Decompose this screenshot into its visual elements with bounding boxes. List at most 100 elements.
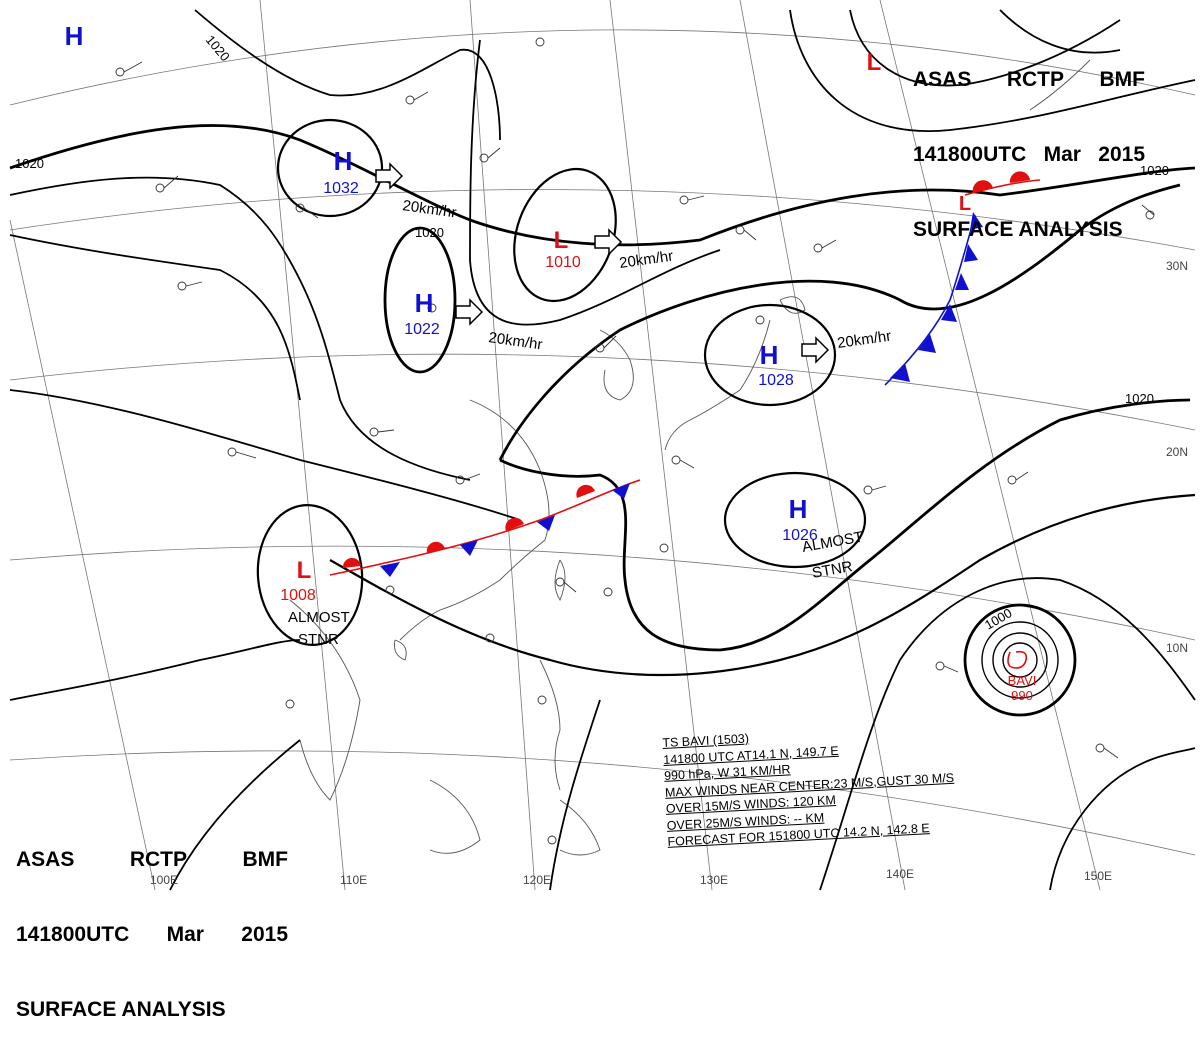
coast-hainan [394,639,407,661]
header-tr-month: Mar [1043,143,1081,166]
weather-map: H 1032 H 1022 L 1010 H 1028 H 1026 L 100… [9,0,1196,891]
high-pressure-1028: 1028 [758,372,794,389]
high-pressure-1032: 1032 [323,180,359,197]
header-tr-type: BMF [1099,68,1146,91]
isobar-bottom-2 [549,699,601,891]
lon-label-150e: 150E [1084,869,1112,883]
coastlines [289,59,1091,856]
lon-line-100e [9,219,156,891]
typhoon-info-block: TS BAVI (1503) 141800 UTC AT14.1 N, 149.… [662,717,1018,851]
coast-indochina [289,599,361,801]
header-tr-station: RCTP [1006,68,1065,91]
high-letter-corner: H [65,21,84,51]
isobar-h1022-inner [383,226,457,374]
motion-arrow-l1010 [594,228,623,256]
lon-label-130e: 130E [700,873,728,887]
header-bl-year: 2015 [241,923,288,946]
lon-label-100e: 100E [150,873,178,887]
isobar-1020-south [498,183,1181,461]
isobar-center [469,39,721,326]
lon-label-120e: 120E [523,873,551,887]
isobar-east-1 [789,9,1196,132]
coast-taiwan [554,559,566,601]
isobar-south [329,493,1196,677]
high-pressure-1022: 1022 [404,321,440,338]
warm-front-bumps [342,484,595,568]
lat-line-40n [9,29,1196,106]
isobar-1020-north [9,124,1196,247]
lat-label-30n: 30N [1166,259,1188,273]
header-bl-title: SURFACE ANALYSIS [16,998,226,1021]
isobar-1000-typhoon [963,603,1077,717]
header-tr-title: SURFACE ANALYSIS [913,218,1123,241]
warm-front-east-bumps [972,171,1030,193]
header-tr-year: 2015 [1098,143,1145,166]
motion-arrows [375,162,830,364]
stationary-front-line [329,479,641,576]
isobar-mid [9,389,521,521]
lon-line-150e [879,0,1101,891]
isobar-typhoon-ring-2 [992,632,1048,688]
cold-front-triangles [380,483,630,577]
header-bl-time: 141800UTC [16,923,130,946]
isobar-southeast [819,577,1196,891]
systems: H 1032 H 1022 L 1010 H 1028 H 1026 L 100… [65,21,972,604]
motion-arrow-h1032 [375,162,404,190]
fronts [329,171,1041,577]
cold-front-east-line [884,214,976,386]
low-letter-1008: L [297,557,312,584]
coast-japan [664,319,771,451]
isobar-topleft [194,9,501,141]
lon-line-130e [609,0,713,891]
lat-line-20n [9,353,1196,431]
typhoon-icon [1007,650,1028,669]
isobar-h1032-inner [276,118,384,218]
isobar-label-4: 1020 [1140,163,1169,178]
stnr-label-east: STNR [811,558,854,582]
coast-china-south [399,399,550,641]
lon-line-120e [469,0,536,891]
coast-kamchatka [1029,59,1091,111]
coast-hokkaido [779,296,806,314]
cold-front-east-triangles [890,212,983,382]
header-bl-station: RCTP [129,848,188,871]
motion-arrow-h1022 [455,298,484,326]
motion-arrow-h1028 [801,336,830,364]
lat-line-0 [9,750,1196,856]
coast-mindanao [559,799,601,856]
low-letter-north: L [867,49,882,76]
high-letter-1022: H [415,288,434,318]
lon-label-110e: 110E [340,873,367,887]
isobar-typhoon-ring-3 [1002,642,1038,678]
high-pressure-1026: 1026 [782,527,818,544]
isobar-left-2 [9,234,301,401]
header-tr-time: 141800UTC [913,143,1027,166]
isobar-h1026-inner [723,471,867,569]
low-pressure-1010: 1010 [545,254,581,271]
isobars [9,9,1196,891]
typhoon-name: BAVI [1008,673,1037,688]
lon-line-110e [259,0,346,891]
lat-label-20n: 20N [1166,445,1188,459]
graticule [9,0,1196,891]
coordinate-labels: 30N 20N 10N 100E 110E 120E 130E 140E 150… [150,259,1188,887]
lat-label-10n: 10N [1166,641,1188,655]
isobar-left-1 [9,176,471,481]
isobar-1020-inner [499,398,1191,652]
typhoon-bavi: BAVI 990 [1007,650,1037,703]
low-letter-front: L [959,193,971,215]
coast-borneo [429,779,481,854]
coast-luzon [539,659,561,791]
typhoon-pressure: 990 [1011,688,1033,703]
warm-front-east-line [964,179,1041,196]
isobar-typhoon-ring-1 [981,621,1059,699]
isobar-bottom-1 [169,739,301,891]
header-bl-month: Mar [166,923,204,946]
stnr-label-west: STNR [298,631,339,648]
almost-label-west: ALMOST [288,609,350,626]
lat-line-30n [9,189,1196,251]
header-tr-agency: ASAS [913,68,972,91]
isobar-l1008-inner [256,504,364,646]
lon-label-140e: 140E [886,867,914,881]
low-pressure-1008: 1008 [280,587,316,604]
